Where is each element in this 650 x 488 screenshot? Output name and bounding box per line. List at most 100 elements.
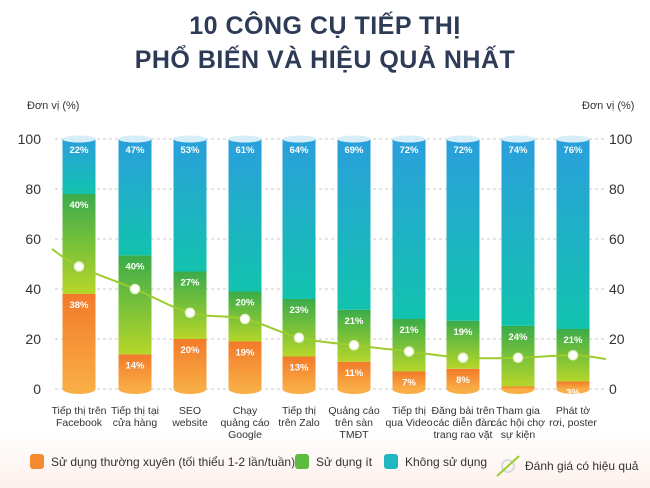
legend-item-effective: Đánh giá có hiệu quả [495, 454, 638, 478]
bar-segment-unused [337, 139, 371, 310]
bar-top-cap [173, 135, 207, 143]
bar-top-cap [282, 135, 316, 143]
y-tick-label-left: 80 [25, 181, 41, 197]
bar-segment-frequent [446, 368, 480, 389]
legend: Sử dụng thường xuyên (tối thiểu 1-2 lần/… [0, 454, 650, 478]
bar-top-cap [392, 135, 426, 143]
x-tick-label: Tiếp thị trên Zalo [278, 405, 320, 429]
data-label: 27% [180, 278, 200, 289]
y-tick-label-right: 80 [609, 181, 625, 197]
bar-segment-rare [118, 255, 152, 355]
effectiveness-point [73, 261, 85, 272]
bar-segment-frequent [173, 339, 207, 389]
x-tick-label: Phát tờ rơi, poster [549, 405, 597, 429]
data-label: 64% [289, 145, 309, 156]
effectiveness-point [239, 313, 251, 325]
data-label: 11% [345, 368, 364, 379]
y-tick-label-left: 0 [33, 381, 41, 397]
y-tick-label-left: 100 [18, 131, 42, 147]
x-tick-label: Chạy quảng cáo Google [220, 405, 270, 441]
data-label: 22% [69, 145, 89, 156]
chart-title-line-2: PHỔ BIẾN VÀ HIỆU QUẢ NHẤT [134, 46, 516, 74]
legend-swatch-teal [384, 454, 398, 469]
bar-segment-unused [392, 139, 426, 319]
data-label: 20% [235, 298, 255, 309]
effectiveness-point [457, 352, 469, 363]
data-label: 61% [235, 145, 255, 156]
bar-segment-unused [556, 139, 590, 329]
legend-item-frequent: Sử dụng thường xuyên (tối thiểu 1-2 lần/… [30, 454, 295, 469]
bar-segment-rare [62, 194, 96, 294]
y-tick-label-left: 60 [25, 231, 41, 247]
bar-top-cap [228, 135, 262, 143]
data-label: 53% [180, 145, 200, 156]
bar-segment-unused [501, 139, 535, 326]
data-label: 74% [508, 145, 528, 156]
bar-top-cap [446, 135, 480, 143]
x-tick-label: Đăng bài trên các diễn đàn trang rao vặt [431, 405, 495, 441]
bar-segment-unused [173, 139, 207, 272]
y-tick-label-right: 40 [609, 281, 625, 297]
bar-segment-frequent [501, 386, 535, 389]
data-label: 19% [453, 327, 473, 338]
bar-segment-frequent [282, 356, 316, 389]
legend-label: Sử dụng thường xuyên (tối thiểu 1-2 lần/… [51, 454, 296, 469]
data-label: 72% [399, 145, 419, 156]
bar-segment-frequent [62, 294, 96, 389]
bar-segment-rare [337, 309, 371, 362]
data-label: 24% [508, 332, 528, 343]
bar-segment-rare [392, 319, 426, 372]
data-label: 3% [566, 388, 580, 399]
bar-top-cap [118, 135, 152, 143]
data-label: 76% [563, 145, 583, 156]
data-label: 14% [125, 360, 145, 371]
bar-top-cap [62, 135, 96, 143]
y-axis-label-left: Đơn vị (%) [27, 100, 80, 112]
bar-top-cap [556, 135, 590, 143]
bar-segment-frequent [392, 371, 426, 389]
y-tick-label-right: 100 [609, 131, 633, 147]
y-tick-label-right: 60 [609, 231, 625, 247]
bar-segment-unused [282, 139, 316, 299]
effectiveness-point [129, 283, 141, 295]
y-tick-label-left: 20 [25, 331, 41, 347]
data-label: 47% [125, 145, 145, 156]
legend-label: Không sử dụng [405, 454, 488, 469]
legend-item-unused: Không sử dụng [384, 454, 487, 469]
data-label: 40% [69, 200, 89, 211]
bar-segment-unused [62, 139, 96, 194]
bar-top-cap [337, 135, 371, 143]
legend-swatch-orange [30, 454, 44, 469]
x-tick-label: Tiếp thị qua Video [385, 405, 433, 429]
bar-segment-rare [173, 271, 207, 339]
legend-label: Đánh giá có hiệu quả [525, 459, 639, 473]
legend-label: Sử dụng ít [316, 454, 373, 469]
data-label: 40% [125, 261, 145, 272]
x-tick-label: SEO website [172, 405, 208, 429]
bar-segment-unused [118, 139, 152, 256]
data-label: 13% [289, 363, 309, 374]
effectiveness-point [184, 307, 196, 318]
y-tick-label-left: 40 [25, 281, 41, 297]
data-label: 38% [69, 300, 89, 311]
bar-segment-frequent [118, 354, 152, 389]
y-axis-label-right: Đơn vị (%) [582, 100, 635, 112]
bar-segment-frequent [337, 361, 371, 389]
bar-segment-unused [228, 139, 262, 292]
legend-item-rare: Sử dụng ít [295, 454, 372, 469]
legend-line-icon [496, 455, 520, 477]
bar-segment-unused [446, 139, 480, 321]
effectiveness-point [512, 352, 524, 363]
data-label: 8% [456, 375, 470, 386]
bar-top-cap [501, 135, 535, 143]
data-label: 20% [180, 345, 200, 356]
effectiveness-point [348, 340, 360, 351]
legend-swatch-green [295, 454, 309, 469]
effectiveness-point [567, 350, 579, 361]
y-tick-label-right: 20 [609, 331, 625, 347]
data-label: 21% [563, 335, 583, 346]
y-tick-label-right: 0 [609, 381, 617, 397]
x-tick-label: Tiếp thị tại cửa hàng [110, 405, 160, 429]
x-tick-label: Tiếp thị trên Facebook [51, 405, 107, 429]
